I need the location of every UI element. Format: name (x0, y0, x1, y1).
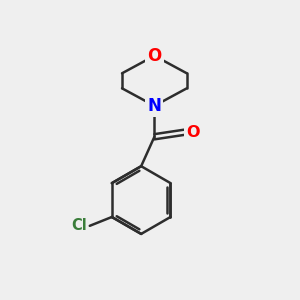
Text: N: N (148, 97, 161, 115)
Text: O: O (147, 47, 161, 65)
Text: O: O (186, 125, 200, 140)
Text: Cl: Cl (72, 218, 87, 233)
